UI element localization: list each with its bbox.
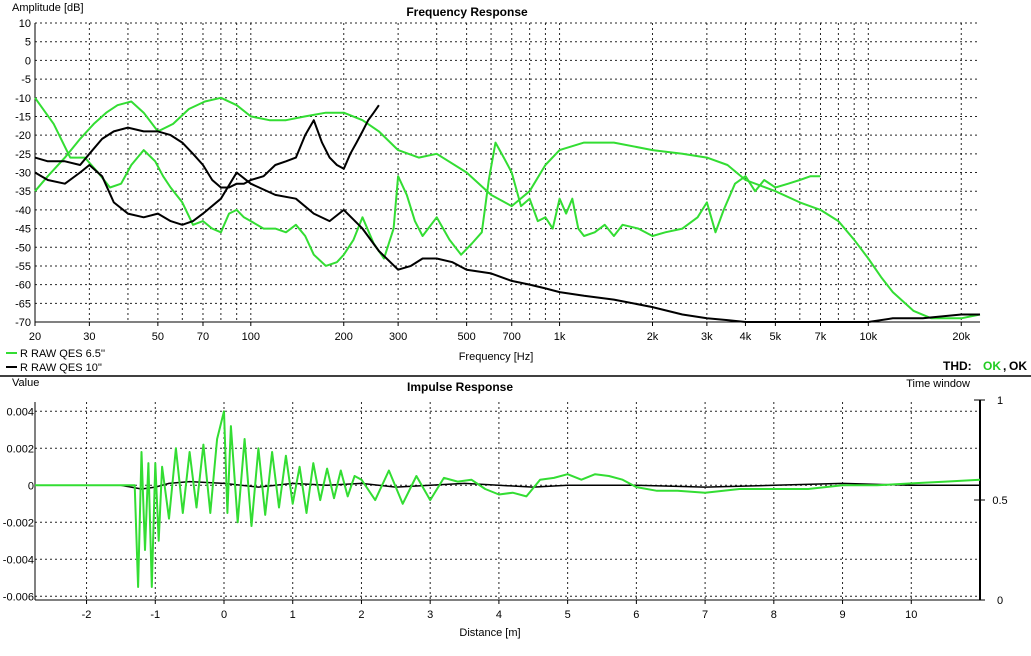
imp-ytick-label-1: 0.002 bbox=[6, 443, 34, 455]
freq-xtick-label-4: 100 bbox=[242, 331, 260, 343]
imp-xtick-label-1: -1 bbox=[150, 609, 160, 621]
freq-xtick-label-7: 500 bbox=[457, 331, 475, 343]
freq-ytick-label-0: 10 bbox=[19, 18, 31, 30]
imp-xtick-label-11: 9 bbox=[839, 609, 845, 621]
freq-series-line-2 bbox=[34, 104, 380, 189]
impulse-grid bbox=[34, 402, 980, 601]
legend: R RAW QES 6.5'' R RAW QES 10'' bbox=[6, 348, 105, 374]
freq-ytick-label-11: -45 bbox=[15, 224, 31, 236]
freq-ylabel: Amplitude [dB] bbox=[12, 2, 84, 14]
imp-xtick-label-10: 8 bbox=[771, 609, 777, 621]
freq-xlabel: Frequency [Hz] bbox=[459, 351, 534, 363]
frequency-response-panel: Amplitude [dB] Frequency Response 1050-5… bbox=[6, 2, 1027, 374]
freq-ytick-label-12: -50 bbox=[15, 242, 31, 254]
thd-separator: , bbox=[1003, 359, 1006, 373]
imp-xtick-label-2: 0 bbox=[221, 609, 227, 621]
imp-ytick-label-3: -0.002 bbox=[3, 517, 34, 529]
freq-xtick-label-16: 20k bbox=[952, 331, 970, 343]
time-window-label: Time window bbox=[906, 378, 970, 390]
freq-ytick-label-6: -20 bbox=[15, 130, 31, 142]
imp-xtick-label-3: 1 bbox=[290, 609, 296, 621]
freq-ytick-label-4: -10 bbox=[15, 93, 31, 105]
time-window-tick-label-1: 0.5 bbox=[992, 495, 1007, 507]
time-window-tick-label-0: 1 bbox=[997, 395, 1003, 407]
impulse-title: Impulse Response bbox=[407, 380, 513, 394]
freq-xtick-label-1: 30 bbox=[83, 331, 95, 343]
imp-ytick-label-0: 0.004 bbox=[6, 406, 34, 418]
freq-xtick-label-11: 3k bbox=[701, 331, 713, 343]
freq-xtick-label-5: 200 bbox=[335, 331, 353, 343]
freq-ytick-label-8: -30 bbox=[15, 168, 31, 180]
freq-xtick-label-8: 700 bbox=[503, 331, 521, 343]
imp-xtick-label-4: 2 bbox=[358, 609, 364, 621]
imp-ytick-label-5: -0.006 bbox=[3, 591, 34, 603]
freq-ytick-label-3: -5 bbox=[21, 74, 31, 86]
thd-status: THD: OK , OK bbox=[943, 359, 1027, 373]
imp-xtick-label-0: -2 bbox=[82, 609, 92, 621]
freq-ytick-label-13: -55 bbox=[15, 261, 31, 273]
imp-xtick-label-9: 7 bbox=[702, 609, 708, 621]
freq-xtick-label-15: 10k bbox=[859, 331, 877, 343]
time-window-axis[interactable]: 10.50 bbox=[974, 395, 1008, 607]
freq-series-line-1 bbox=[34, 97, 821, 267]
freq-xtick-label-3: 70 bbox=[197, 331, 209, 343]
imp-xtick-label-8: 6 bbox=[633, 609, 639, 621]
freq-xtick-label-2: 50 bbox=[152, 331, 164, 343]
legend-item-1[interactable]: R RAW QES 10'' bbox=[6, 362, 102, 374]
impulse-x-ticks: -2 -1 0 1 2 3 4 5 6 7 8 9 10 bbox=[82, 600, 917, 621]
imp-xtick-label-7: 5 bbox=[565, 609, 571, 621]
freq-xtick-label-13: 5k bbox=[770, 331, 782, 343]
legend-label-1: R RAW QES 10'' bbox=[20, 362, 102, 374]
impulse-response-panel: Value Impulse Response Time window 0.004… bbox=[3, 377, 1008, 639]
impulse-y-ticks: 0.004 0.002 0 -0.002 -0.004 -0.006 bbox=[3, 406, 34, 603]
freq-ytick-label-7: -25 bbox=[15, 149, 31, 161]
time-window-tick-label-2: 0 bbox=[997, 595, 1003, 607]
legend-item-0[interactable]: R RAW QES 6.5'' bbox=[6, 348, 105, 360]
thd-label: THD: bbox=[943, 359, 972, 373]
freq-series-line-3 bbox=[34, 164, 980, 323]
imp-ytick-label-4: -0.004 bbox=[3, 554, 34, 566]
freq-ytick-label-9: -35 bbox=[15, 186, 31, 198]
freq-title: Frequency Response bbox=[406, 5, 528, 19]
freq-xtick-label-6: 300 bbox=[389, 331, 407, 343]
freq-ytick-label-1: 5 bbox=[25, 37, 31, 49]
freq-xtick-label-14: 7k bbox=[815, 331, 827, 343]
imp-xtick-label-5: 3 bbox=[427, 609, 433, 621]
freq-ytick-label-2: 0 bbox=[25, 55, 31, 67]
freq-ytick-label-15: -65 bbox=[15, 298, 31, 310]
freq-ytick-label-5: -15 bbox=[15, 111, 31, 123]
imp-ytick-label-2: 0 bbox=[28, 480, 34, 492]
freq-series-line-0 bbox=[34, 96, 981, 320]
freq-xtick-label-10: 2k bbox=[647, 331, 659, 343]
thd-value-2: OK bbox=[1009, 359, 1027, 373]
imp-xtick-label-6: 4 bbox=[496, 609, 502, 621]
freq-y-ticks: 10 5 0 -5 -10 -15 -20 -25 -30 -35 -40 -45 -50 -55 -60 -… bbox=[15, 18, 31, 329]
freq-x-ticks: 20 30 50 70 100 200 300 500 700 1k 2k 3k 4k 5k 7k 10k 20… bbox=[29, 322, 971, 343]
impulse-series bbox=[35, 410, 981, 588]
freq-ytick-label-16: -70 bbox=[15, 317, 31, 329]
thd-value-1: OK bbox=[983, 359, 1001, 373]
legend-label-0: R RAW QES 6.5'' bbox=[20, 348, 105, 360]
freq-ytick-label-10: -40 bbox=[15, 205, 31, 217]
freq-xtick-label-9: 1k bbox=[554, 331, 566, 343]
freq-ytick-label-14: -60 bbox=[15, 280, 31, 292]
freq-xtick-label-0: 20 bbox=[29, 331, 41, 343]
freq-xtick-label-12: 4k bbox=[740, 331, 752, 343]
impulse-xlabel: Distance [m] bbox=[459, 627, 520, 639]
imp-xtick-label-12: 10 bbox=[905, 609, 917, 621]
imp-series-line-1 bbox=[35, 410, 981, 588]
impulse-ylabel: Value bbox=[12, 377, 39, 389]
freq-grid bbox=[34, 22, 980, 323]
freq-series bbox=[34, 96, 981, 323]
